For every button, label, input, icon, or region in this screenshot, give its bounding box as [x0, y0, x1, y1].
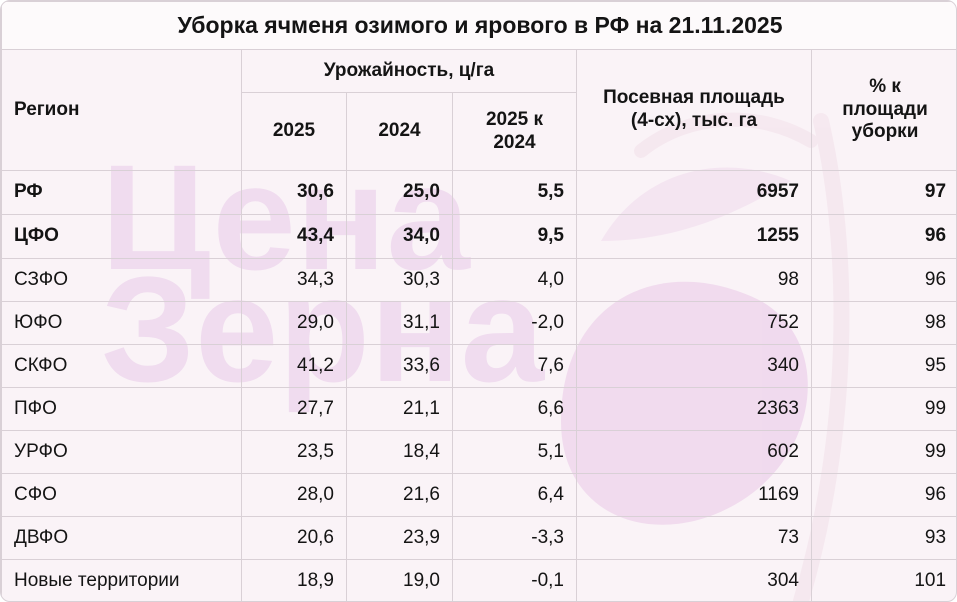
header-2025: 2025 — [241, 92, 347, 171]
header-region: Регион — [1, 49, 242, 171]
cell-region: СФО — [1, 473, 242, 517]
table-row: ДВФО 20,6 23,9 -3,3 73 93 — [1, 516, 956, 560]
table-row: СФО 28,0 21,6 6,4 1169 96 — [1, 473, 956, 517]
cell-pct: 95 — [810, 344, 956, 388]
cell-pct: 101 — [810, 559, 956, 601]
table-row: РФ 30,6 25,0 5,5 6957 97 — [1, 170, 956, 215]
cell-yield-2024: 21,6 — [346, 473, 453, 517]
cell-yield-diff: -3,3 — [452, 516, 577, 560]
cell-yield-2024: 23,9 — [346, 516, 453, 560]
cell-yield-2024: 25,0 — [346, 170, 453, 215]
cell-yield-2025: 41,2 — [241, 344, 347, 388]
cell-yield-2025: 20,6 — [241, 516, 347, 560]
cell-area: 73 — [576, 516, 812, 560]
cell-yield-2025: 43,4 — [241, 214, 347, 259]
table-title: Уборка ячменя озимого и ярового в РФ на … — [1, 1, 956, 50]
table-row: ПФО 27,7 21,1 6,6 2363 99 — [1, 387, 956, 431]
cell-yield-2025: 27,7 — [241, 387, 347, 431]
cell-pct: 96 — [810, 258, 956, 302]
cell-area: 752 — [576, 301, 812, 345]
cell-region: УРФО — [1, 430, 242, 474]
header-yield: Урожайность, ц/га — [241, 49, 577, 93]
cell-yield-diff: 6,4 — [452, 473, 577, 517]
cell-yield-2024: 30,3 — [346, 258, 453, 302]
cell-pct: 98 — [810, 301, 956, 345]
cell-pct: 93 — [810, 516, 956, 560]
cell-area: 98 — [576, 258, 812, 302]
cell-area: 6957 — [576, 170, 812, 215]
table-row: Новые территории 18,9 19,0 -0,1 304 101 — [1, 559, 956, 601]
cell-yield-diff: -0,1 — [452, 559, 577, 601]
table-row: СКФО 41,2 33,6 7,6 340 95 — [1, 344, 956, 388]
cell-yield-2024: 18,4 — [346, 430, 453, 474]
cell-yield-diff: 6,6 — [452, 387, 577, 431]
table-row: УРФО 23,5 18,4 5,1 602 99 — [1, 430, 956, 474]
cell-region: СЗФО — [1, 258, 242, 302]
cell-yield-2025: 18,9 — [241, 559, 347, 601]
table-body: РФ 30,6 25,0 5,5 6957 97 ЦФО 43,4 34,0 9,5 1255 96 С… — [1, 170, 956, 601]
cell-yield-diff: 7,6 — [452, 344, 577, 388]
cell-region: ЮФО — [1, 301, 242, 345]
cell-pct: 99 — [810, 387, 956, 431]
cell-pct: 97 — [810, 170, 956, 215]
cell-region: ПФО — [1, 387, 242, 431]
cell-area: 1169 — [576, 473, 812, 517]
cell-region: Новые территории — [1, 559, 242, 601]
table-row: ЦФО 43,4 34,0 9,5 1255 96 — [1, 214, 956, 259]
header-diff: 2025 к 2024 — [452, 92, 577, 171]
cell-yield-diff: -2,0 — [452, 301, 577, 345]
header-pct: % к площади уборки — [810, 49, 956, 171]
cell-area: 602 — [576, 430, 812, 474]
cell-yield-2024: 19,0 — [346, 559, 453, 601]
table-row: ЮФО 29,0 31,1 -2,0 752 98 — [1, 301, 956, 345]
cell-yield-diff: 5,1 — [452, 430, 577, 474]
table-row: СЗФО 34,3 30,3 4,0 98 96 — [1, 258, 956, 302]
cell-area: 304 — [576, 559, 812, 601]
cell-region: ЦФО — [1, 214, 242, 259]
header-area: Посевная площадь (4-сх), тыс. га — [576, 49, 812, 171]
cell-yield-diff: 5,5 — [452, 170, 577, 215]
cell-yield-2024: 33,6 — [346, 344, 453, 388]
cell-yield-2025: 29,0 — [241, 301, 347, 345]
cell-yield-2024: 21,1 — [346, 387, 453, 431]
cell-yield-diff: 9,5 — [452, 214, 577, 259]
cell-yield-diff: 4,0 — [452, 258, 577, 302]
cell-pct: 96 — [810, 214, 956, 259]
cell-area: 340 — [576, 344, 812, 388]
cell-area: 2363 — [576, 387, 812, 431]
header-2024: 2024 — [346, 92, 453, 171]
cell-area: 1255 — [576, 214, 812, 259]
cell-yield-2025: 23,5 — [241, 430, 347, 474]
cell-region: СКФО — [1, 344, 242, 388]
cell-pct: 99 — [810, 430, 956, 474]
cell-yield-2025: 34,3 — [241, 258, 347, 302]
cell-region: РФ — [1, 170, 242, 215]
cell-yield-2024: 31,1 — [346, 301, 453, 345]
cell-yield-2025: 28,0 — [241, 473, 347, 517]
cell-yield-2025: 30,6 — [241, 170, 347, 215]
cell-pct: 96 — [810, 473, 956, 517]
cell-region: ДВФО — [1, 516, 242, 560]
cell-yield-2024: 34,0 — [346, 214, 453, 259]
